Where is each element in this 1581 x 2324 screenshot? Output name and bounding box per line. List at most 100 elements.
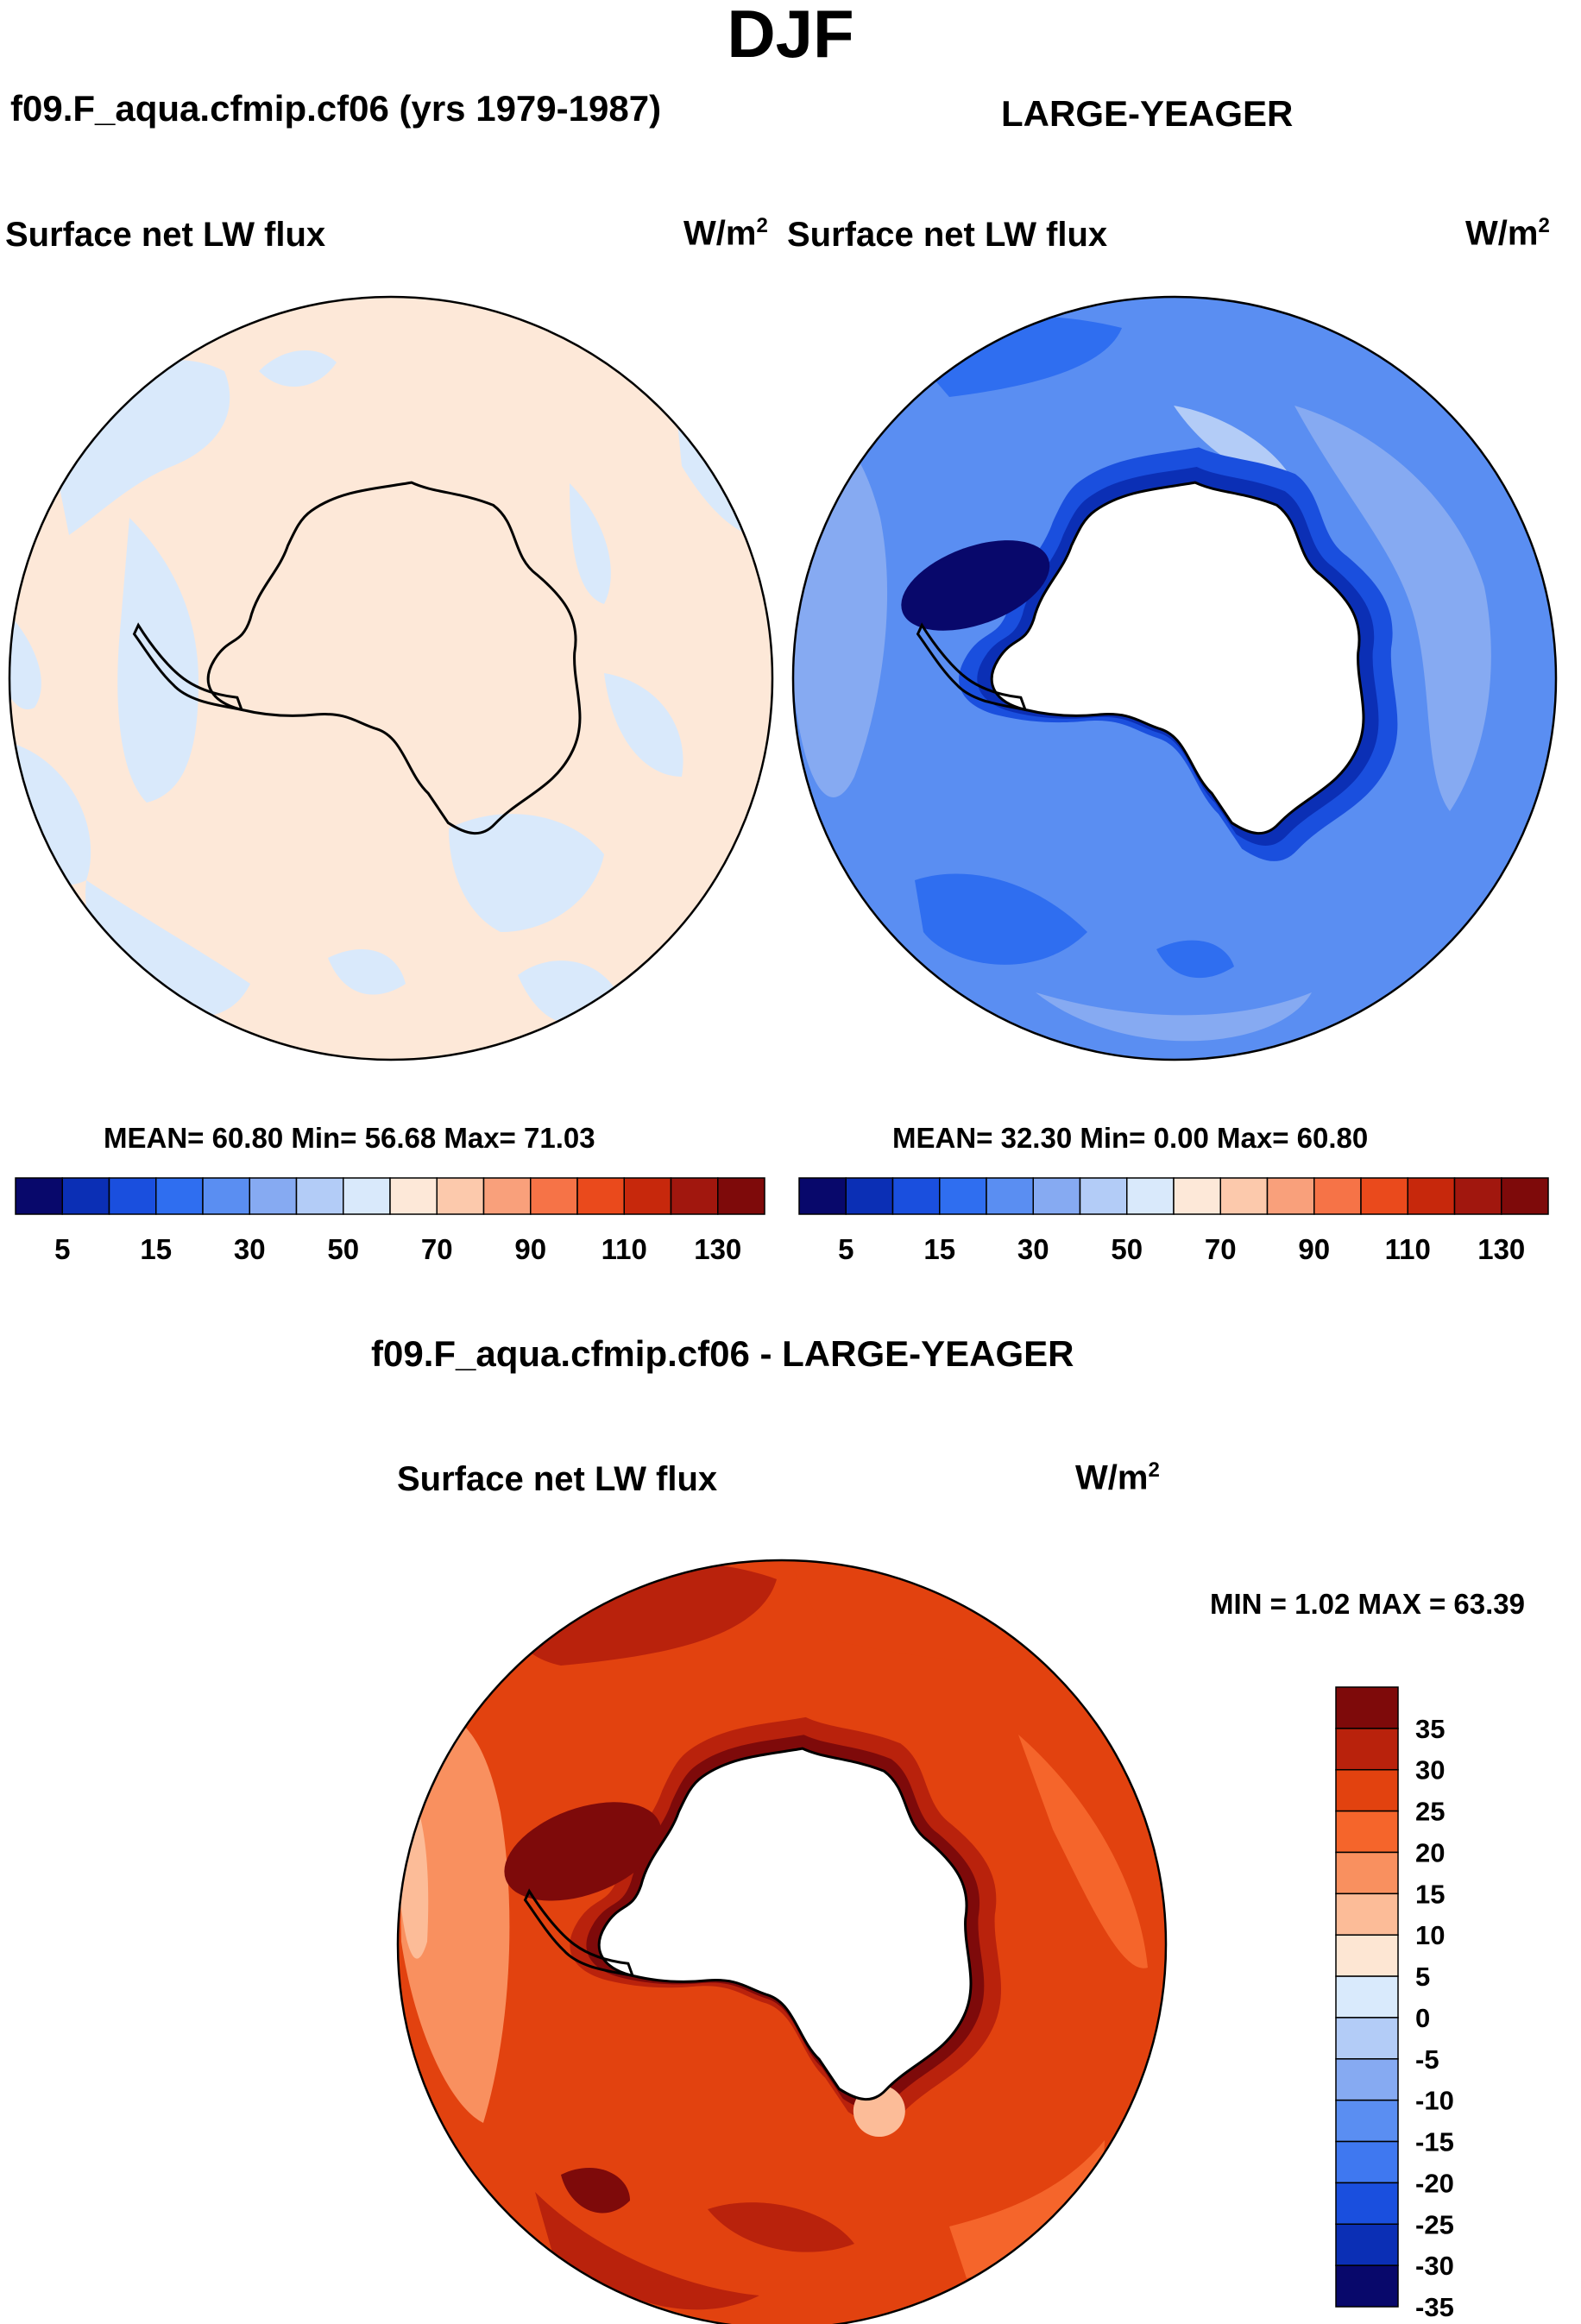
model-colorbar-box: [249, 1177, 298, 1215]
obs-colorbar-box: [1313, 1177, 1362, 1215]
diff-colorbar-tick-label: -10: [1415, 2086, 1454, 2116]
diff-colorbar-tick-label: 5: [1415, 1962, 1430, 1992]
diff-colorbar-tick-label: 0: [1415, 2003, 1430, 2033]
obs-variable-label: Surface net LW flux: [787, 216, 1108, 254]
model-colorbar-tick-label: 110: [602, 1233, 647, 1265]
obs-colorbar-box: [1079, 1177, 1128, 1215]
diff-field-patches: [398, 1560, 1148, 2310]
obs-colorbar-tick-label: 30: [1017, 1233, 1049, 1265]
obs-colorbar-box: [1266, 1177, 1315, 1215]
diff-colorbar-box: [1335, 2223, 1399, 2266]
diff-colorbar-tick-label: 35: [1415, 1714, 1445, 1744]
figure-title: DJF: [727, 0, 854, 72]
diff-colorbar: 35 30 25 20 15 10 5 0 -5 -10 -15 -20 -25 -30 -35: [1335, 1686, 1454, 2322]
obs-colorbar-box: [1126, 1177, 1175, 1215]
obs-colorbar-tick-label: 90: [1298, 1233, 1330, 1265]
diff-colorbar-tick-label: -25: [1415, 2209, 1454, 2239]
obs-case-title: LARGE-YEAGER: [1001, 93, 1294, 134]
diff-variable-label: Surface net LW flux: [397, 1460, 718, 1498]
diff-colorbar-box: [1335, 1893, 1399, 1936]
obs-colorbar-box: [1032, 1177, 1081, 1215]
model-colorbar-tick-label: 5: [54, 1233, 70, 1265]
obs-colorbar-box: [891, 1177, 941, 1215]
model-colorbar-box: [530, 1177, 578, 1215]
model-colorbar-box: [670, 1177, 719, 1215]
model-colorbar-box: [717, 1177, 765, 1215]
obs-colorbar-tick-label: 50: [1111, 1233, 1143, 1265]
model-colorbar-box: [108, 1177, 157, 1215]
model-colorbar-box: [482, 1177, 532, 1215]
model-variable-label: Surface net LW flux: [5, 216, 326, 254]
diff-colorbar-box: [1335, 1934, 1399, 1977]
obs-colorbar-box: [1173, 1177, 1221, 1215]
model-colorbar: 5 15 30 50 70 90 110 130: [15, 1177, 765, 1265]
diff-colorbar-tick-label: -5: [1415, 2044, 1439, 2075]
model-colorbar-box: [295, 1177, 344, 1215]
model-units-label: W/m2: [683, 214, 768, 253]
obs-colorbar-box: [1501, 1177, 1549, 1215]
model-case-title: f09.F_aqua.cfmip.cf06 (yrs 1979-1987): [10, 88, 662, 129]
model-colorbar-tick-label: 15: [140, 1233, 172, 1265]
diff-colorbar-tick-label: -15: [1415, 2127, 1454, 2157]
model-colorbar-box: [576, 1177, 625, 1215]
diff-colorbar-box: [1335, 2140, 1399, 2184]
obs-colorbar-box: [845, 1177, 894, 1215]
diff-colorbar-box: [1335, 1728, 1399, 1771]
obs-colorbar-box: [1360, 1177, 1408, 1215]
diff-colorbar-tick-label: 10: [1415, 1920, 1445, 1950]
diff-colorbar-box: [1335, 2264, 1399, 2308]
model-colorbar-tick-label: 130: [694, 1233, 741, 1265]
obs-colorbar-box: [939, 1177, 987, 1215]
model-colorbar-tick-label: 50: [327, 1233, 359, 1265]
model-map-border: [8, 295, 774, 1061]
obs-colorbar-tick-label: 15: [923, 1233, 955, 1265]
model-colorbar-box: [436, 1177, 485, 1215]
obs-map-border: [791, 295, 1558, 1061]
obs-stats: MEAN= 32.30 Min= 0.00 Max= 60.80: [892, 1122, 1369, 1154]
model-colorbar-box: [155, 1177, 204, 1215]
obs-colorbar-tick-label: 130: [1477, 1233, 1525, 1265]
diff-colorbar-box: [1335, 2099, 1399, 2143]
diff-colorbar-box: [1335, 2017, 1399, 2060]
model-colorbar-box: [61, 1177, 110, 1215]
diff-colorbar-tick-label: -30: [1415, 2251, 1454, 2281]
diff-map: [396, 1559, 1168, 2324]
diff-map-border: [396, 1559, 1168, 2324]
obs-colorbar-tick-label: 70: [1205, 1233, 1237, 1265]
obs-colorbar-box: [1453, 1177, 1502, 1215]
obs-units-label: W/m2: [1465, 214, 1550, 253]
obs-colorbar: 5 15 30 50 70 90 110 130: [798, 1177, 1549, 1265]
diff-colorbar-box: [1335, 2182, 1399, 2226]
obs-map: [791, 295, 1558, 1061]
model-colorbar-box: [202, 1177, 250, 1215]
model-colorbar-tick-label: 30: [234, 1233, 266, 1265]
model-colorbar-tick-label: 70: [421, 1233, 453, 1265]
diff-colorbar-tick-label: 25: [1415, 1797, 1445, 1827]
diff-colorbar-box: [1335, 1851, 1399, 1895]
diff-title: f09.F_aqua.cfmip.cf06 - LARGE-YEAGER: [371, 1333, 1074, 1374]
model-colorbar-box: [389, 1177, 438, 1215]
obs-colorbar-box: [798, 1177, 847, 1215]
diff-colorbar-box: [1335, 1686, 1399, 1729]
diff-stats: MIN = 1.02 MAX = 63.39: [1210, 1588, 1526, 1620]
obs-colorbar-box: [1407, 1177, 1456, 1215]
diff-units-label: W/m2: [1075, 1458, 1160, 1497]
obs-colorbar-tick-label: 5: [838, 1233, 853, 1265]
diff-colorbar-tick-label: -35: [1415, 2292, 1454, 2322]
diff-colorbar-box: [1335, 1810, 1399, 1854]
model-colorbar-box: [623, 1177, 672, 1215]
diff-colorbar-box: [1335, 1768, 1399, 1812]
model-colorbar-box: [343, 1177, 391, 1215]
model-colorbar-box: [15, 1177, 63, 1215]
obs-colorbar-tick-label: 110: [1385, 1233, 1431, 1265]
model-colorbar-tick-label: 90: [514, 1233, 546, 1265]
model-map: [8, 295, 774, 1061]
diff-colorbar-tick-label: -20: [1415, 2168, 1454, 2198]
diff-colorbar-box: [1335, 2058, 1399, 2101]
diff-colorbar-box: [1335, 1975, 1399, 2019]
diff-colorbar-tick-label: 30: [1415, 1755, 1445, 1786]
diff-colorbar-tick-label: 15: [1415, 1879, 1445, 1909]
model-stats: MEAN= 60.80 Min= 56.68 Max= 71.03: [104, 1122, 595, 1154]
obs-colorbar-box: [1219, 1177, 1269, 1215]
